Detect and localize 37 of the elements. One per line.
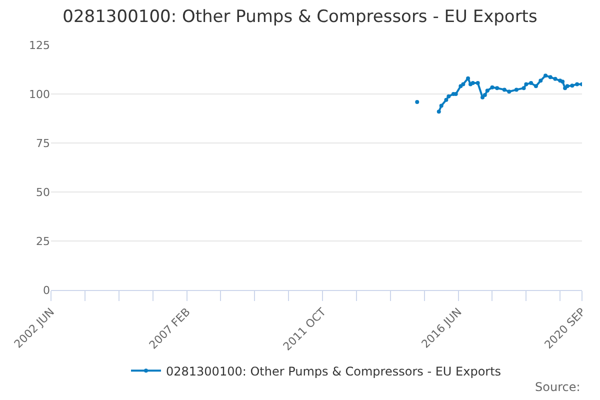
point xyxy=(444,98,448,102)
point xyxy=(476,81,480,86)
point xyxy=(524,82,528,86)
y-tick-label: 125 xyxy=(29,38,50,52)
y-tick-label: 75 xyxy=(36,136,50,150)
legend-label: 0281300100: Other Pumps & Compressors - EU Exports xyxy=(166,364,502,378)
point xyxy=(495,86,500,90)
point xyxy=(534,84,538,88)
y-tick-label: 0 xyxy=(43,284,50,297)
point xyxy=(485,88,490,93)
point xyxy=(575,82,580,86)
y-tick-label: 25 xyxy=(36,234,50,248)
point xyxy=(553,76,558,81)
point xyxy=(507,90,512,94)
point xyxy=(482,92,487,97)
point xyxy=(560,80,565,84)
point xyxy=(446,94,451,98)
point xyxy=(461,82,466,86)
point xyxy=(439,104,444,108)
y-tick-label: 100 xyxy=(29,88,50,101)
point xyxy=(470,81,475,86)
point xyxy=(538,78,543,83)
point xyxy=(522,86,526,90)
point xyxy=(570,84,574,88)
point xyxy=(548,75,552,80)
point xyxy=(514,88,518,92)
point xyxy=(490,85,494,90)
point xyxy=(436,110,441,114)
point xyxy=(565,84,570,88)
point xyxy=(480,95,485,100)
point xyxy=(544,74,548,78)
point xyxy=(529,81,534,86)
source-note: Source: xyxy=(535,380,580,394)
chart-title: 0281300100: Other Pumps & Compressors - EU Exports xyxy=(62,6,538,27)
point xyxy=(466,76,470,80)
point xyxy=(502,88,506,92)
y-tick-label: 50 xyxy=(36,186,50,199)
